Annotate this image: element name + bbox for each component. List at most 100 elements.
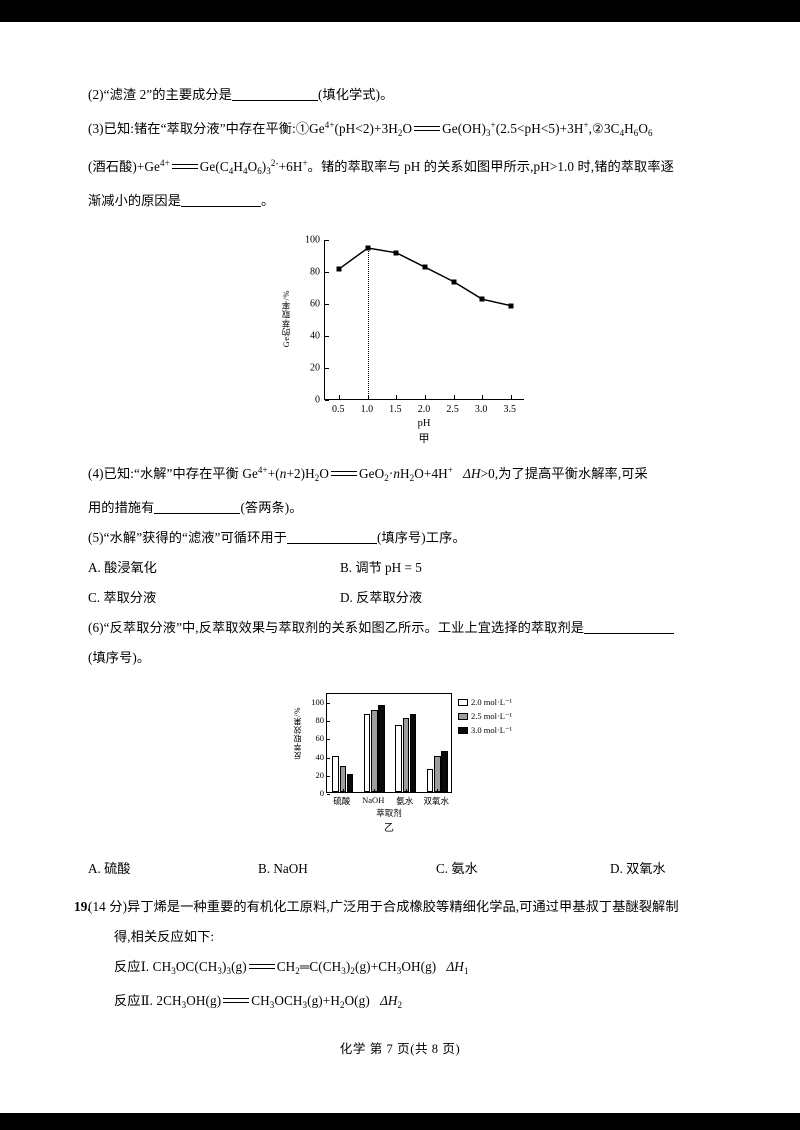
- line-chart-xtick: 2.5: [446, 404, 459, 415]
- tick-mark: [327, 757, 330, 759]
- figure-jia-line-chart: Ge的萃取率/% 0 20 40 60 80 100 0.5 1.0 1.5 2.0 2.5 3.0…: [281, 234, 542, 445]
- tick-mark: [374, 789, 376, 792]
- option-b[interactable]: B. 调节 pH = 5: [340, 560, 422, 575]
- q3-text: Ge(C: [199, 159, 229, 174]
- bar-chart-ytick: 0: [319, 788, 324, 798]
- q3-text: (3)已知:锗在“萃取分液”中存在平衡:①Ge: [88, 121, 325, 136]
- q3-sub: 3: [485, 128, 491, 138]
- bar-chart-caption: 乙: [384, 823, 394, 834]
- q3-sub: 2: [397, 128, 403, 138]
- legend-item: 2.5 mol·L⁻¹: [458, 709, 532, 723]
- legend-swatch-icon: [458, 726, 468, 734]
- line-chart-xticks: 0.5 1.0 1.5 2.0 2.5 3.0 3.5: [324, 404, 524, 418]
- bar-chart-ytick: 40: [315, 751, 325, 762]
- tick-mark: [325, 240, 329, 241]
- r2-text: CH: [251, 993, 270, 1008]
- r2-text: O(g): [344, 993, 370, 1008]
- line-chart-data-point: [422, 264, 428, 270]
- line-chart-caption: 甲: [418, 433, 430, 445]
- r1-sub: 3: [217, 966, 222, 976]
- option-a[interactable]: A. 硫酸: [88, 861, 131, 876]
- reaction-1: 反应Ⅰ. CH3OC(CH3)3(g) CH2═C(CH3)2(g)+CH3OH(…: [88, 952, 736, 986]
- question-2: (2)“滤渣 2”的主要成分是 (填化学式)。: [88, 80, 736, 110]
- tick-mark: [405, 789, 407, 792]
- option-d[interactable]: D. 反萃取分液: [340, 590, 423, 605]
- answer-blank[interactable]: [181, 193, 262, 207]
- line-chart-ytick: 20: [310, 362, 320, 374]
- tick-mark: [342, 789, 344, 792]
- r2-text: OCH: [274, 993, 303, 1008]
- q3-sup: +: [302, 158, 308, 168]
- question-2-suffix: (填化学式)。: [317, 87, 394, 102]
- legend-item: 3.0 mol·L⁻¹: [458, 723, 532, 737]
- bar-chart-ytick: 100: [311, 697, 324, 708]
- tick-mark: [437, 789, 439, 792]
- answer-blank[interactable]: [286, 530, 377, 544]
- tick-mark: [325, 272, 329, 273]
- r2-text: 反应Ⅱ. 2CH: [114, 993, 182, 1008]
- q3-sub: 6: [648, 128, 653, 138]
- line-chart-xlabel: pH: [417, 418, 431, 429]
- tick-mark: [367, 395, 369, 399]
- scan-edge-top: [0, 0, 800, 22]
- option-d[interactable]: D. 双氧水: [610, 861, 666, 876]
- q3-text: 渐减小的原因是: [88, 193, 182, 208]
- option-b[interactable]: B. NaOH: [258, 861, 308, 876]
- q5-suffix: (填序号)工序。: [376, 530, 466, 545]
- question-4-line-2: 用的措施有 (答两条)。: [88, 493, 736, 523]
- r2-delta-h: ΔH: [380, 993, 398, 1008]
- q3-text: Ge(OH): [442, 121, 486, 136]
- r1-delta-h-sub: 1: [463, 966, 469, 976]
- q4-text: 用的措施有: [88, 500, 155, 515]
- question-2-prefix: (2)“滤渣 2”的主要成分是: [88, 87, 232, 102]
- tick-mark: [327, 721, 330, 723]
- line-chart-ylabel: Ge的萃取率/%: [281, 290, 291, 348]
- bar-chart-bar: [402, 718, 409, 792]
- equilibrium-arrow-icon: [171, 160, 198, 172]
- q4-sup: +: [447, 465, 453, 475]
- question-4-line-1: (4)已知:“水解”中存在平衡 Ge4++(n+2)H2O GeO2·nH2O+4…: [88, 455, 736, 493]
- q3-sup: +: [583, 120, 589, 130]
- q3-sup: 4+: [324, 120, 335, 130]
- r1-delta-h: ΔH: [446, 959, 464, 974]
- bar-chart-bar: [346, 773, 354, 792]
- bar-chart-xticks: 硫酸 NaOH 氨水 双氧水: [326, 795, 452, 807]
- q3-text: (2.5<pH<5)+3H: [495, 121, 584, 136]
- q3-sub: 6: [633, 128, 639, 138]
- tick-mark: [325, 368, 329, 369]
- question-6-line-1: (6)“反萃取分液”中,反萃取效果与萃取剂的关系如图乙所示。工业上宜选择的萃取剂…: [88, 613, 736, 643]
- bar-chart-bar: [332, 755, 339, 792]
- answer-blank[interactable]: [154, 500, 241, 514]
- q4-text: (4)已知:“水解”中存在平衡 Ge: [88, 466, 258, 481]
- bar-chart-xtick: 硫酸: [333, 796, 351, 806]
- q3-text: 。: [261, 193, 275, 208]
- legend-label: 3.0 mol·L⁻¹: [471, 724, 513, 735]
- tick-mark: [425, 395, 426, 399]
- r1-text: ): [345, 959, 351, 974]
- option-a[interactable]: A. 酸浸氧化: [88, 560, 157, 575]
- bar-chart-bar: [378, 704, 385, 792]
- line-chart-data-point: [508, 303, 514, 309]
- question-19-number: 19.: [74, 899, 91, 914]
- double-bond-icon: ═: [299, 959, 310, 974]
- q3-text: ): [261, 159, 267, 174]
- q3-sub: 6: [257, 166, 262, 176]
- option-c[interactable]: C. 氨水: [436, 861, 478, 876]
- option-c[interactable]: C. 萃取分液: [88, 590, 157, 605]
- q3-text: O: [638, 121, 649, 136]
- question-6-line-2: (填序号)。: [88, 643, 736, 673]
- tick-mark: [327, 794, 330, 795]
- bar-chart-bar: [426, 769, 434, 792]
- bar-chart-plot: [326, 693, 452, 795]
- line-chart-ytick: 100: [305, 234, 320, 246]
- bar-chart-bar: [409, 713, 417, 792]
- q4-text: O: [319, 466, 330, 481]
- q19-text: 得,相关反应如下:: [114, 929, 215, 944]
- answer-blank[interactable]: [231, 87, 318, 101]
- line-chart-data-point: [479, 296, 485, 302]
- bar-chart-bar: [363, 713, 371, 792]
- tick-mark: [327, 775, 330, 777]
- answer-blank[interactable]: [584, 620, 675, 634]
- q4-text: ·: [388, 466, 394, 481]
- line-chart-dashed-marker: [367, 248, 369, 400]
